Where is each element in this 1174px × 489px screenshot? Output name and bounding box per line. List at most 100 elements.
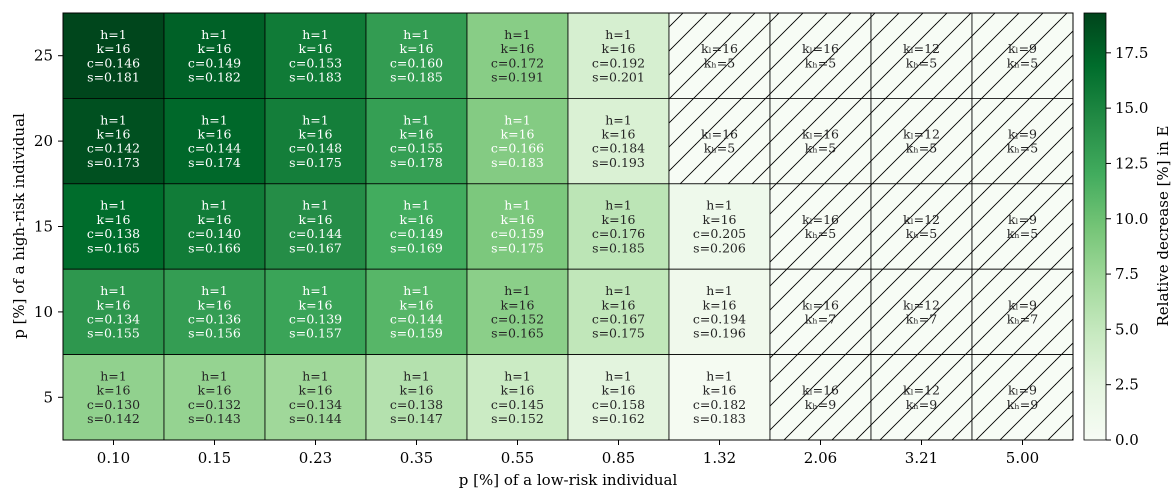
heatmap-cell bbox=[163, 12, 266, 99]
y-tick-label: 15 bbox=[34, 218, 53, 236]
cell-label: s=0.165 bbox=[491, 326, 544, 341]
cell-label: c=0.166 bbox=[491, 141, 544, 156]
cell-label: s=0.157 bbox=[289, 326, 342, 341]
cell-label: kₕ=5 bbox=[1007, 55, 1038, 70]
cell-label: k=16 bbox=[299, 383, 333, 398]
cell-label: h=1 bbox=[403, 112, 429, 127]
heatmap-cell-hatch bbox=[770, 98, 871, 184]
cell-label: s=0.156 bbox=[188, 326, 241, 341]
cell-label: k=16 bbox=[602, 212, 636, 227]
cell-label: h=1 bbox=[504, 27, 530, 42]
cell-label: c=0.155 bbox=[390, 141, 443, 156]
heatmap-cell bbox=[365, 268, 468, 356]
cell-label: s=0.167 bbox=[289, 240, 342, 255]
heatmap-cell bbox=[62, 354, 165, 441]
cell-label: h=1 bbox=[201, 283, 227, 298]
cell-label: k=16 bbox=[198, 127, 232, 142]
cell-label: c=0.134 bbox=[87, 312, 140, 327]
heatmap-cell bbox=[567, 354, 670, 441]
cell-label: c=0.144 bbox=[188, 141, 241, 156]
x-tick-label: 1.32 bbox=[703, 449, 736, 467]
x-tick-label: 0.23 bbox=[299, 449, 332, 467]
heatmap-cell bbox=[466, 354, 569, 441]
cell-label: c=0.134 bbox=[289, 397, 342, 412]
cell-label: c=0.167 bbox=[592, 312, 645, 327]
cell-label: kₕ=5 bbox=[1007, 226, 1038, 241]
cell-label: k=16 bbox=[299, 297, 333, 312]
cell-label: s=0.143 bbox=[188, 411, 241, 426]
cell-label: h=1 bbox=[605, 112, 631, 127]
heatmap-cell bbox=[466, 268, 569, 356]
cell-label: s=0.183 bbox=[289, 70, 342, 85]
cell-label: k=16 bbox=[703, 212, 737, 227]
cell-label: kₕ=7 bbox=[1007, 312, 1038, 327]
heatmap-cell bbox=[264, 354, 367, 441]
cell-label: s=0.181 bbox=[87, 70, 140, 85]
cell-label: kₗ=16 bbox=[802, 383, 839, 398]
cell-label: s=0.144 bbox=[289, 411, 342, 426]
heatmap-cell-hatch bbox=[669, 98, 770, 184]
cell-label: kₗ=9 bbox=[1008, 297, 1037, 312]
cell-annotations: h=1k=16c=0.146s=0.181h=1k=16c=0.149s=0.1… bbox=[87, 27, 1038, 426]
colorbar-tick-label: 5.0 bbox=[1115, 320, 1139, 338]
cell-label: s=0.196 bbox=[693, 326, 746, 341]
heatmap-cell bbox=[365, 183, 468, 270]
cell-label: k=16 bbox=[299, 212, 333, 227]
heatmap-cell bbox=[668, 354, 771, 441]
heatmap-cell-hatch bbox=[972, 98, 1073, 184]
cell-label: s=0.169 bbox=[390, 240, 443, 255]
y-tick-label: 25 bbox=[34, 47, 53, 65]
cell-label: kₗ=9 bbox=[1008, 383, 1037, 398]
cell-label: s=0.183 bbox=[491, 155, 544, 170]
cell-label: kₕ=5 bbox=[704, 55, 735, 70]
colorbar-tick-label: 2.5 bbox=[1115, 376, 1139, 394]
cell-label: c=0.158 bbox=[592, 397, 645, 412]
cell-label: c=0.130 bbox=[87, 397, 140, 412]
cell-label: h=1 bbox=[201, 369, 227, 384]
cell-label: c=0.140 bbox=[188, 226, 241, 241]
cell-label: h=1 bbox=[100, 27, 126, 42]
cell-label: kₕ=5 bbox=[805, 55, 836, 70]
cell-label: k=16 bbox=[299, 41, 333, 56]
cell-label: c=0.176 bbox=[592, 226, 645, 241]
heatmap-cell bbox=[264, 268, 367, 356]
cell-label: s=0.201 bbox=[592, 70, 645, 85]
cell-label: c=0.132 bbox=[188, 397, 241, 412]
cell-label: h=1 bbox=[605, 27, 631, 42]
heatmap-cell bbox=[62, 268, 165, 356]
colorbar-label: Relative decrease [%] in E bbox=[1154, 126, 1172, 327]
cell-label: kₕ=5 bbox=[906, 226, 937, 241]
cell-label: h=1 bbox=[605, 283, 631, 298]
heatmap-cells bbox=[62, 12, 1074, 441]
y-tick-label: 10 bbox=[34, 303, 53, 321]
cell-label: h=1 bbox=[201, 198, 227, 213]
cell-label: s=0.173 bbox=[87, 155, 140, 170]
y-axis-label: p [%] of a high-risk individual bbox=[10, 113, 28, 339]
x-axis: 0.10 0.15 0.23 0.35 0.55 0.85 1.32 2.06 3.21 5.00 bbox=[97, 440, 1039, 467]
heatmap-cell bbox=[365, 354, 468, 441]
cell-label: h=1 bbox=[302, 369, 328, 384]
cell-label: c=0.145 bbox=[491, 397, 544, 412]
y-axis: 25 20 15 10 5 bbox=[34, 47, 63, 406]
cell-label: s=0.191 bbox=[491, 70, 544, 85]
heatmap-cell-hatch bbox=[972, 13, 1073, 99]
colorbar-tick-label: 0.0 bbox=[1115, 431, 1139, 449]
cell-label: s=0.175 bbox=[289, 155, 342, 170]
colorbar-tick-label: 7.5 bbox=[1115, 265, 1139, 283]
cell-label: h=1 bbox=[706, 369, 732, 384]
heatmap-cell-hatch bbox=[871, 269, 972, 355]
cell-label: s=0.159 bbox=[390, 326, 443, 341]
cell-label: c=0.182 bbox=[693, 397, 746, 412]
cell-label: k=16 bbox=[703, 297, 737, 312]
cell-label: k=16 bbox=[501, 127, 535, 142]
heatmap-cell bbox=[163, 354, 266, 441]
cell-label: s=0.142 bbox=[87, 411, 140, 426]
cell-label: kₗ=16 bbox=[802, 297, 839, 312]
heatmap-cell bbox=[567, 98, 670, 185]
cell-label: k=16 bbox=[400, 127, 434, 142]
cell-label: kₕ=9 bbox=[906, 397, 937, 412]
heatmap-cell-hatch bbox=[871, 183, 972, 270]
cell-label: c=0.148 bbox=[289, 141, 342, 156]
heatmap-cell-hatch bbox=[669, 13, 770, 99]
cell-label: s=0.185 bbox=[390, 70, 443, 85]
